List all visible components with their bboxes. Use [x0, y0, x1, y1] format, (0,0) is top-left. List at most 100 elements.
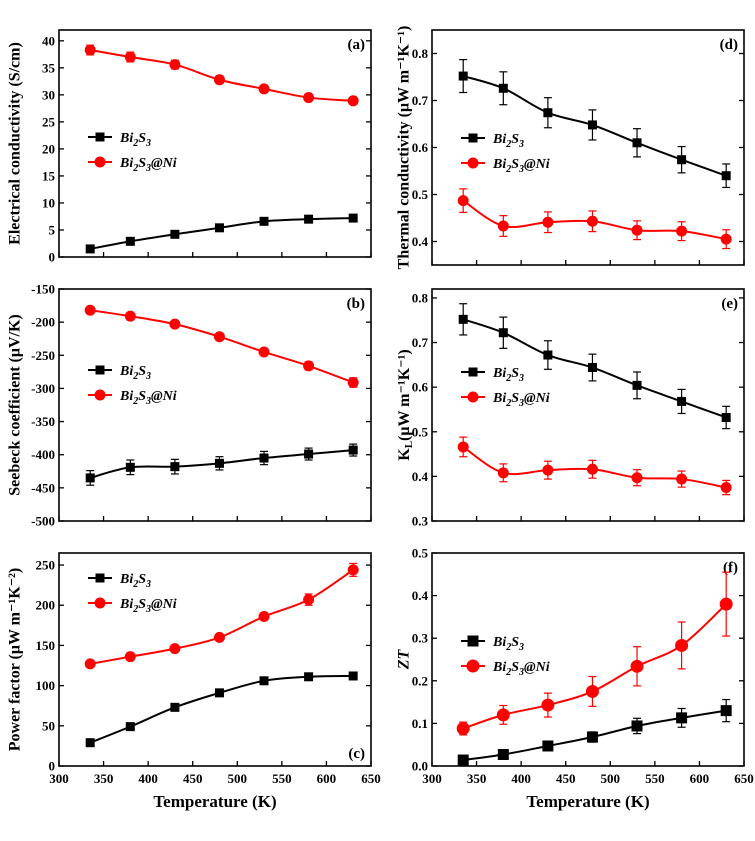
y-tick-label: 5 — [49, 222, 56, 237]
data-point — [542, 464, 554, 476]
legend-marker — [466, 659, 480, 673]
data-point — [587, 120, 597, 130]
legend-subscript: 3 — [518, 373, 524, 384]
panel-label: (a) — [348, 37, 366, 53]
data-point — [170, 462, 180, 472]
legend-marker — [467, 391, 479, 403]
legend-label: Bi2S3@Ni — [119, 389, 177, 407]
panel-a: 0 5 10 15 20 25 30 35 40 Electrical conductivity … — [7, 29, 372, 265]
plot-frame — [58, 29, 372, 258]
legend-subscript: 3 — [145, 138, 151, 149]
y-tick-label: -500 — [31, 514, 55, 529]
legend-label: Bi2S3 — [492, 635, 524, 653]
data-point — [304, 672, 314, 682]
y-tick-label: 0.4 — [412, 234, 429, 249]
data-point — [457, 441, 469, 453]
panel-label: (d) — [720, 37, 738, 53]
legend-subscript: 3 — [145, 579, 151, 590]
legend-marker — [95, 365, 105, 375]
legend-marker — [94, 597, 106, 609]
data-point — [347, 376, 359, 388]
legend-text: Bi — [492, 366, 506, 381]
y-axis-label: ZT — [396, 649, 413, 671]
data-point — [676, 473, 688, 485]
legend-label: Bi2S3@Ni — [492, 660, 550, 678]
data-point — [720, 233, 732, 245]
legend-text: S — [138, 364, 146, 379]
legend-subscript: 3 — [518, 139, 524, 150]
y-tick-label: 100 — [36, 678, 56, 693]
y-tick-label: 10 — [42, 195, 55, 210]
legend-text: @Ni — [524, 660, 550, 675]
data-point — [213, 631, 225, 643]
data-point — [347, 564, 359, 576]
legend-text: @Ni — [151, 389, 177, 404]
legend: Bi2S3 Bi2S3@Ni — [461, 635, 550, 678]
data-point — [498, 328, 508, 338]
legend-text: Bi — [492, 660, 506, 675]
data-point — [675, 638, 689, 652]
series-bi2s3-ni — [84, 44, 359, 107]
legend-text: @Ni — [151, 597, 177, 612]
data-point — [213, 331, 225, 343]
data-point — [125, 462, 135, 472]
y-tick-label: 35 — [42, 60, 56, 75]
legend-text: S — [138, 156, 146, 171]
y-tick-label: 0.5 — [412, 187, 429, 202]
legend-text: Bi — [492, 132, 506, 147]
data-point — [543, 108, 553, 118]
panel-label: (f) — [723, 560, 738, 576]
data-point — [169, 643, 181, 655]
legend-marker — [467, 635, 479, 647]
data-point — [169, 59, 181, 71]
legend-text: Bi — [119, 131, 133, 146]
y-tick-label: 0.4 — [412, 588, 429, 603]
data-point — [497, 220, 509, 232]
series-bi2s3 — [457, 698, 732, 766]
data-point — [496, 708, 510, 722]
legend-text: Bi — [119, 156, 133, 171]
y-tick-label: 150 — [36, 638, 56, 653]
legend-marker — [468, 133, 478, 143]
data-point — [125, 236, 135, 246]
x-tick-label: 450 — [183, 771, 203, 786]
legend-text: Bi — [119, 364, 133, 379]
data-point — [124, 51, 136, 63]
legend-text: Bi — [119, 597, 133, 612]
data-point — [542, 740, 554, 752]
data-point — [125, 722, 135, 732]
legend-marker — [95, 573, 105, 583]
y-axis-label: Power factor (μW m⁻¹K⁻²) — [7, 568, 24, 752]
series-bi2s3 — [85, 443, 358, 486]
data-point — [543, 350, 553, 360]
plot-frame — [58, 552, 372, 767]
legend-label: Bi2S3 — [492, 132, 524, 150]
x-tick-label: 650 — [734, 771, 754, 786]
x-tick-label: 500 — [601, 771, 621, 786]
data-point — [258, 83, 270, 95]
legend-text: S — [511, 660, 519, 675]
panel-label: (e) — [721, 296, 738, 312]
x-axis-label: Temperature (K) — [526, 792, 649, 811]
y-tick-label: 50 — [42, 718, 55, 733]
legend-subscript: 2 — [505, 667, 511, 678]
data-point — [631, 720, 643, 732]
legend-text: @Ni — [524, 391, 550, 406]
y-tick-label: 0.3 — [412, 514, 429, 529]
x-tick-label: 600 — [690, 771, 710, 786]
data-point — [85, 738, 95, 748]
data-point — [303, 92, 315, 104]
data-point — [585, 684, 599, 698]
panel-c: 0 50 100 150 200 250 300 350 400 450 500 550 600 650 T… — [7, 552, 381, 811]
legend-text: S — [138, 131, 146, 146]
legend-text: Bi — [492, 391, 506, 406]
legend-text: S — [511, 635, 519, 650]
data-point — [169, 318, 181, 330]
data-point — [676, 225, 688, 237]
y-tick-label: 20 — [42, 141, 55, 156]
data-point — [214, 458, 224, 468]
x-tick-label: 650 — [361, 771, 381, 786]
series-bi2s3 — [458, 303, 731, 430]
